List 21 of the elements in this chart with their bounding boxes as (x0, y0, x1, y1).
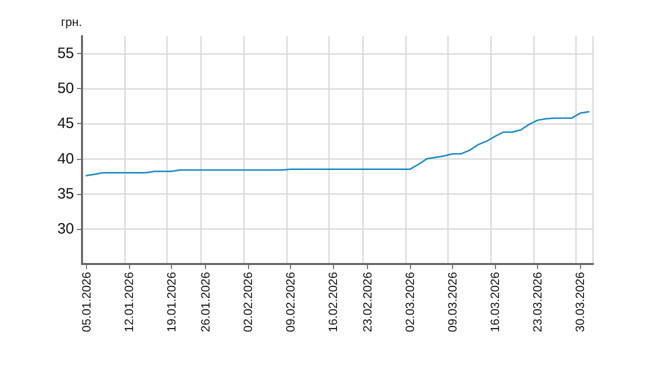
y-tick-label: 55 (57, 45, 74, 62)
x-tick-label: 23.02.2026 (360, 272, 374, 332)
y-tick-label: 45 (57, 115, 74, 132)
x-tick-label: 30.03.2026 (573, 272, 588, 332)
line-series (86, 111, 590, 176)
x-tick-label: 02.02.2026 (241, 272, 256, 332)
y-tick-label: 35 (57, 185, 74, 202)
x-tick-label: 26.01.2026 (198, 272, 212, 332)
x-tick-label: 19.01.2026 (164, 272, 178, 332)
x-tick-label: 23.03.2026 (530, 272, 545, 332)
y-tick-label: 50 (57, 80, 74, 98)
x-tick-label: 09.02.2026 (284, 272, 298, 332)
x-tick-label: 02.03.2026 (402, 272, 417, 332)
x-tick-label: 09.03.2026 (445, 272, 460, 332)
x-tick-label: 16.03.2026 (488, 272, 502, 332)
y-axis-title: грн. (60, 15, 82, 29)
x-tick-label: 05.01.2026 (79, 272, 94, 332)
y-tick-label: 30 (57, 220, 74, 238)
x-tick-label: 12.01.2026 (122, 272, 136, 332)
x-tick-label: 16.02.2026 (326, 272, 340, 332)
y-tick-label: 40 (57, 150, 74, 168)
